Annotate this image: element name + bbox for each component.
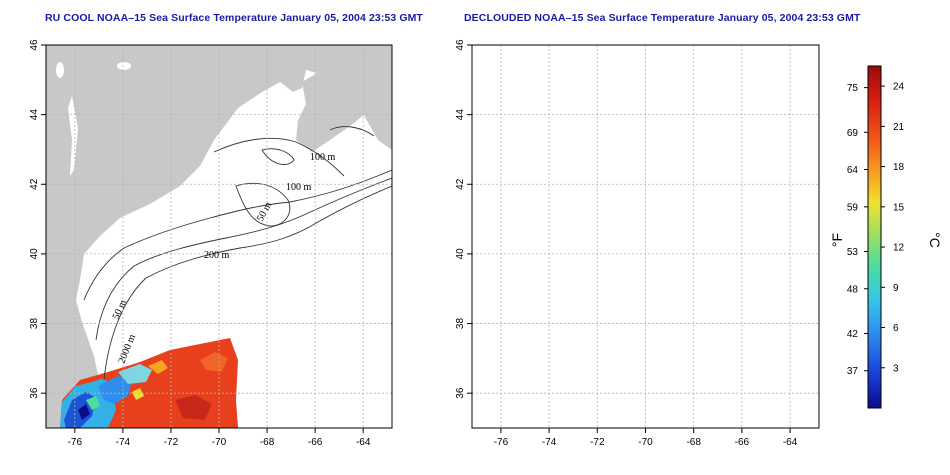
y-tick-label: 38	[29, 318, 40, 330]
y-tick-label: 44	[29, 109, 40, 121]
left-sst-map: 100 m 100 m 50 m 200 m 50 m 2000 m -76 -7…	[29, 39, 393, 448]
fahrenheit-tick-label: 64	[847, 165, 859, 176]
axis-ticks: -76 -74 -72 -70 -68 -66 -64 36 38 40 42 44 46	[29, 39, 371, 448]
land-mass	[46, 45, 392, 428]
x-tick-label: -76	[68, 437, 83, 448]
ocean-background	[472, 45, 819, 428]
contour-label: 100 m	[310, 152, 336, 163]
y-tick-label: 36	[29, 387, 40, 399]
fahrenheit-tick-label: 75	[847, 83, 859, 94]
x-tick-label: -72	[590, 437, 605, 448]
y-tick-label: 46	[29, 39, 40, 51]
celsius-tick-label: 24	[893, 82, 905, 93]
temperature-colorbar: 24 21 18 15 12 9 6 3 75 69 64 59 53 48 42 37 °F °C	[829, 65, 943, 409]
x-tick-label: -66	[308, 437, 323, 448]
right-sst-map: 100 m 100 m 50 m 200 m 50 m 2000 m -76-7…	[455, 39, 820, 448]
x-tick-label: -68	[260, 437, 275, 448]
celsius-tick-label: 21	[893, 122, 905, 133]
axis-ticks: -76 -74 -72 -70 -68 -66 -64 36 38 40 42 44 46	[455, 39, 798, 448]
x-tick-label: -70	[638, 437, 653, 448]
celsius-tick-label: 9	[893, 283, 899, 294]
x-tick-label: -64	[356, 437, 371, 448]
y-tick-label: 40	[29, 248, 40, 260]
map-grid	[46, 45, 392, 428]
colorbar-ticks: 24 21 18 15 12 9 6 3 75 69 64 59 53 48 42 37	[847, 82, 905, 378]
lake	[117, 62, 131, 70]
x-tick-label: -68	[686, 437, 701, 448]
fahrenheit-tick-label: 53	[847, 247, 859, 258]
y-tick-label: 38	[455, 318, 466, 330]
celsius-tick-label: 6	[893, 323, 899, 334]
right-map-title: DECLOUDED NOAA–15 Sea Surface Temperatur…	[464, 12, 861, 24]
y-tick-label: 40	[455, 248, 466, 260]
lake-champlain	[68, 96, 78, 176]
y-tick-label: 44	[455, 109, 466, 121]
bathymetry-contours	[83, 126, 392, 381]
celsius-label: °C	[927, 232, 943, 248]
y-tick-label: 46	[455, 39, 466, 51]
newfoundland	[362, 45, 392, 62]
lake	[56, 62, 64, 78]
fahrenheit-tick-label: 42	[847, 329, 859, 340]
fahrenheit-tick-label: 59	[847, 202, 859, 213]
x-tick-label: -66	[735, 437, 750, 448]
nova-scotia	[296, 66, 392, 152]
fahrenheit-tick-label: 69	[847, 128, 859, 139]
celsius-tick-label: 15	[893, 202, 905, 213]
contour-label: 200 m	[204, 250, 230, 261]
x-tick-label: -74	[542, 437, 557, 448]
x-tick-label: -72	[164, 437, 179, 448]
contour-label: 100 m	[286, 182, 312, 193]
y-tick-label: 42	[29, 178, 40, 190]
fahrenheit-tick-label: 37	[847, 366, 859, 377]
colorbar-gradient	[867, 65, 882, 409]
celsius-tick-label: 3	[893, 363, 899, 374]
left-map-title: RU COOL NOAA–15 Sea Surface Temperature …	[45, 12, 423, 24]
x-tick-label: -76	[494, 437, 509, 448]
fahrenheit-tick-label: 48	[847, 284, 859, 295]
y-tick-label: 42	[455, 178, 466, 190]
y-tick-label: 36	[455, 387, 466, 399]
celsius-tick-label: 12	[893, 243, 905, 254]
sst-data	[60, 338, 238, 428]
x-tick-label: -70	[212, 437, 227, 448]
fahrenheit-label: °F	[829, 233, 845, 247]
celsius-tick-label: 18	[893, 162, 905, 173]
x-tick-label: -64	[783, 437, 798, 448]
x-tick-label: -74	[116, 437, 131, 448]
